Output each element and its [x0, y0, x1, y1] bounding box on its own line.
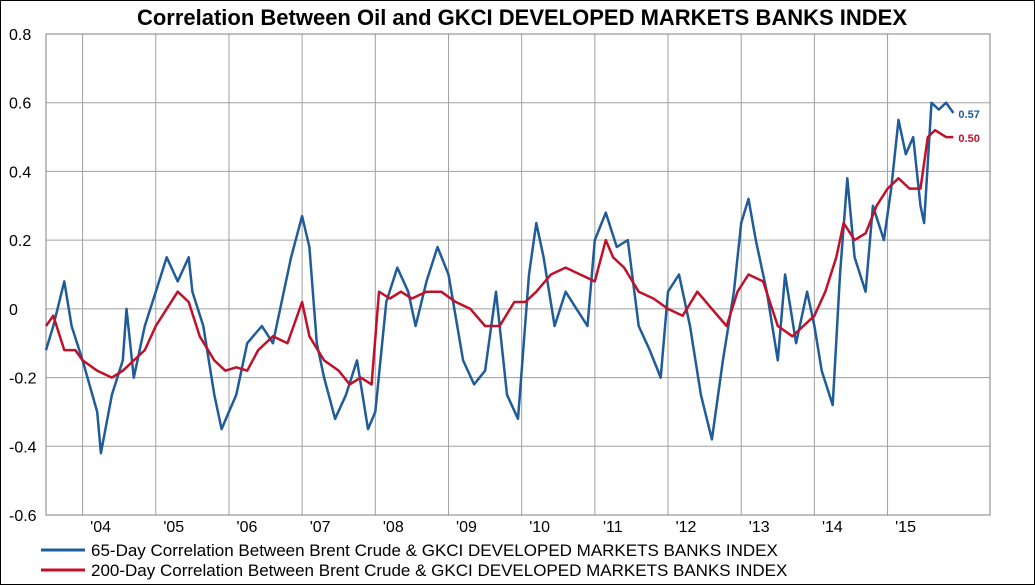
- x-tick-label: '08: [383, 519, 404, 536]
- legend-label-65day: 65-Day Correlation Between Brent Crude &…: [91, 541, 778, 560]
- x-axis: '04 '05 '06 '07 '08 '09 '10 '11 '12 '13 '14 '15: [90, 519, 916, 536]
- x-tick-label: '11: [603, 519, 623, 536]
- y-axis: -0.6 -0.4 -0.2 0 0.2 0.4 0.6 0.8: [9, 27, 37, 525]
- chart-title: Correlation Between Oil and GKCI DEVELOP…: [137, 5, 907, 30]
- y-tick-label: 0.8: [9, 27, 31, 44]
- end-labels: 0.57 0.50: [958, 109, 979, 145]
- x-tick-label: '12: [676, 519, 697, 536]
- series-line-0: [44, 101, 955, 455]
- y-tick-label: 0.6: [9, 96, 31, 113]
- y-tick-label: 0: [9, 302, 18, 319]
- y-tick-label: 0.2: [9, 233, 31, 250]
- gridlines: [46, 33, 990, 516]
- y-tick-label: -0.2: [9, 371, 37, 388]
- legend-item-200day: 200-Day Correlation Between Brent Crude …: [41, 561, 787, 580]
- x-tick-label: '05: [163, 519, 184, 536]
- series: [44, 101, 955, 455]
- series-end-label-0: 0.57: [958, 109, 979, 121]
- plot-area-border: [45, 33, 991, 516]
- y-tick-label: -0.4: [9, 439, 37, 456]
- x-tick-label: '14: [822, 519, 843, 536]
- series-line-1: [44, 128, 954, 386]
- y-tick-label: -0.6: [9, 508, 37, 525]
- legend-label-200day: 200-Day Correlation Between Brent Crude …: [91, 561, 787, 580]
- x-tick-label: '15: [895, 519, 916, 536]
- x-tick-label: '09: [456, 519, 477, 536]
- y-tick-label: 0.4: [9, 164, 31, 181]
- x-tick-label: '10: [529, 519, 550, 536]
- x-tick-label: '06: [237, 519, 258, 536]
- series-end-label-1: 0.50: [958, 133, 979, 145]
- x-tick-label: '13: [749, 519, 770, 536]
- x-tick-label: '07: [310, 519, 331, 536]
- legend-item-65day: 65-Day Correlation Between Brent Crude &…: [41, 541, 778, 560]
- legend: 65-Day Correlation Between Brent Crude &…: [41, 541, 787, 580]
- x-tick-label: '04: [90, 519, 111, 536]
